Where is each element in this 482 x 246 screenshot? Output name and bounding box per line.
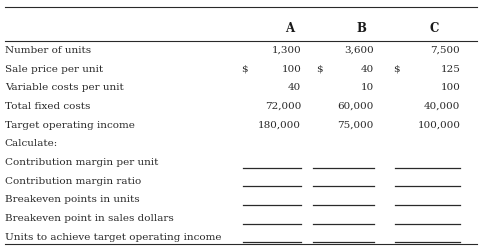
Text: Contribution margin ratio: Contribution margin ratio <box>5 177 141 186</box>
Text: Calculate:: Calculate: <box>5 139 58 148</box>
Text: 10: 10 <box>361 83 374 92</box>
Text: A: A <box>285 22 294 35</box>
Text: B: B <box>357 22 366 35</box>
Text: Variable costs per unit: Variable costs per unit <box>5 83 123 92</box>
Text: 40: 40 <box>288 83 301 92</box>
Text: Target operating income: Target operating income <box>5 121 134 130</box>
Text: 100,000: 100,000 <box>417 121 460 130</box>
Text: C: C <box>429 22 439 35</box>
Text: 7,500: 7,500 <box>430 46 460 55</box>
Text: $: $ <box>241 65 248 74</box>
Text: 60,000: 60,000 <box>337 102 374 111</box>
Text: Breakeven point in sales dollars: Breakeven point in sales dollars <box>5 214 174 223</box>
Text: Contribution margin per unit: Contribution margin per unit <box>5 158 158 167</box>
Text: 3,600: 3,600 <box>344 46 374 55</box>
Text: Sale price per unit: Sale price per unit <box>5 65 103 74</box>
Text: 125: 125 <box>441 65 460 74</box>
Text: Number of units: Number of units <box>5 46 91 55</box>
Text: 180,000: 180,000 <box>258 121 301 130</box>
Text: 100: 100 <box>281 65 301 74</box>
Text: 1,300: 1,300 <box>271 46 301 55</box>
Text: 40: 40 <box>361 65 374 74</box>
Text: Total fixed costs: Total fixed costs <box>5 102 90 111</box>
Text: 72,000: 72,000 <box>265 102 301 111</box>
Text: Breakeven points in units: Breakeven points in units <box>5 196 139 204</box>
Text: $: $ <box>316 65 322 74</box>
Text: $: $ <box>393 65 400 74</box>
Text: 40,000: 40,000 <box>424 102 460 111</box>
Text: 100: 100 <box>441 83 460 92</box>
Text: 75,000: 75,000 <box>337 121 374 130</box>
Text: Units to achieve target operating income: Units to achieve target operating income <box>5 233 221 242</box>
